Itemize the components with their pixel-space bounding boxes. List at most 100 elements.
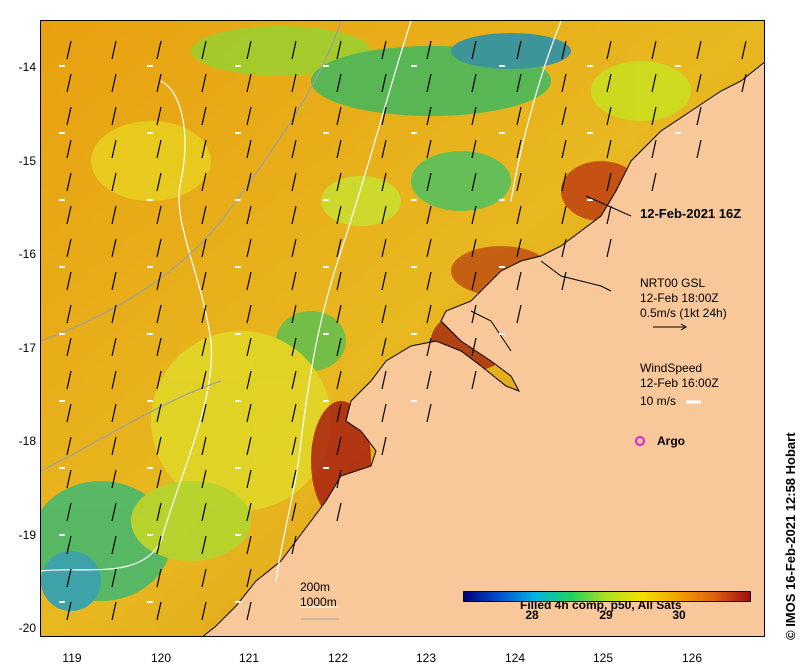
current-arrow [201,106,207,126]
current-arrow [66,535,72,555]
current-arrow [66,337,72,357]
current-arrow [246,337,252,357]
current-arrow [201,73,207,93]
current-arrow [66,370,72,390]
current-vectors [66,40,747,621]
lon-label: 126 [681,651,703,665]
current-arrow [201,403,207,423]
current-arrow [606,139,612,159]
current-arrow [336,436,342,456]
current-arrow [651,40,657,60]
lon-label: 121 [238,651,260,665]
current-arrow [426,271,432,291]
lat-label: -19 [18,528,36,542]
current-arrow [246,205,252,225]
current-arrow [516,73,522,93]
current-arrow [66,469,72,489]
current-arrow [66,40,72,60]
current-arrow [66,139,72,159]
current-arrow [426,238,432,258]
current-arrow [471,337,477,357]
current-arrow [561,205,567,225]
current-arrow [291,73,297,93]
current-arrow [66,304,72,324]
current-arrow [696,73,702,93]
current-arrow [246,238,252,258]
current-arrow [606,205,612,225]
current-arrow [201,304,207,324]
current-arrow [471,304,477,324]
current-arrow [111,535,117,555]
sst-cool-patches [41,26,691,611]
current-arrow [651,73,657,93]
current-arrow [156,205,162,225]
current-arrow [381,73,387,93]
current-arrow [111,139,117,159]
contour-legend-1000m: 1000m [300,595,337,609]
colorbar-tick: 30 [672,608,686,622]
credit-text: © IMOS 16-Feb-2021 12:58 Hobart [783,432,798,640]
current-arrow [111,337,117,357]
current-arrow [336,205,342,225]
current-arrow [561,40,567,60]
lat-label: -17 [18,341,36,355]
current-arrow [516,205,522,225]
current-legend-scale: 0.5m/s (1kt 24h) [640,306,727,320]
current-arrow [246,73,252,93]
current-arrow [291,40,297,60]
current-arrow [651,172,657,192]
sst-map[interactable] [40,20,765,637]
current-arrow [291,139,297,159]
current-arrow [336,502,342,522]
current-arrow [156,502,162,522]
current-arrow [246,601,252,621]
current-arrow [156,172,162,192]
colorbar-tick: 28 [525,608,539,622]
current-arrow [111,172,117,192]
current-arrow [111,436,117,456]
current-arrow [426,106,432,126]
current-arrow [426,337,432,357]
current-arrow [201,337,207,357]
current-arrow [651,106,657,126]
current-arrow [651,139,657,159]
lat-label: -16 [18,247,36,261]
current-arrow [471,139,477,159]
colorbar [463,591,751,602]
current-arrow [291,238,297,258]
current-arrow [471,370,477,390]
current-arrow [606,238,612,258]
current-arrow [426,73,432,93]
argo-marker[interactable] [635,436,645,446]
current-arrow [156,469,162,489]
current-arrow [291,304,297,324]
current-arrow [111,601,117,621]
current-arrow [66,238,72,258]
current-arrow [246,436,252,456]
contour-legend-200m: 200m [300,580,331,594]
current-arrow [111,403,117,423]
current-arrow [66,403,72,423]
current-arrow [291,502,297,522]
current-arrow [111,469,117,489]
current-arrow [291,337,297,357]
current-arrow [336,271,342,291]
current-arrow [471,205,477,225]
current-arrow [111,271,117,291]
current-arrow [381,238,387,258]
current-arrow [561,73,567,93]
current-arrow [66,436,72,456]
current-arrow [381,106,387,126]
current-arrow [111,370,117,390]
land-mass [202,61,764,636]
current-arrow [156,403,162,423]
current-arrow [516,238,522,258]
current-arrow [426,403,432,423]
current-arrow [516,172,522,192]
current-arrow [156,535,162,555]
current-arrow [381,304,387,324]
current-arrow [426,139,432,159]
current-arrow [201,271,207,291]
colorbar-tick: 29 [599,608,613,622]
current-arrow [471,172,477,192]
